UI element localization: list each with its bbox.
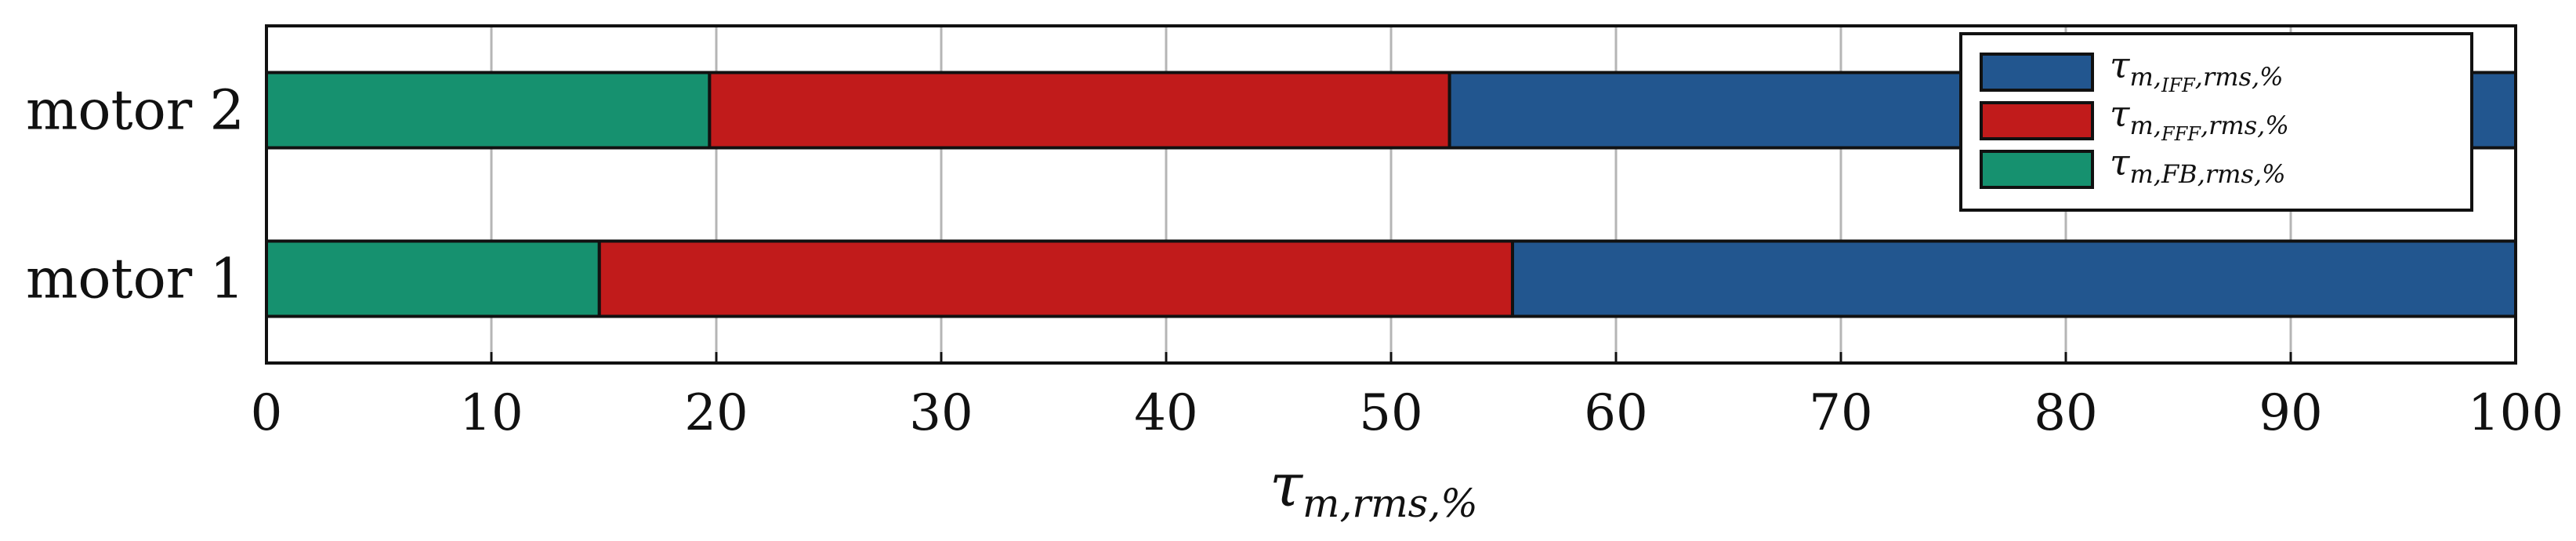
- x-tick-label: 70: [1809, 384, 1872, 442]
- legend: τm,IFF,rms,%τm,FFF,rms,%τm,FB,rms,%: [1959, 32, 2473, 212]
- x-tick-label: 0: [251, 384, 283, 442]
- legend-subscript-tail: ,rms,%: [2201, 111, 2289, 140]
- x-tick-label: 60: [1584, 384, 1647, 442]
- legend-symbol: τ: [2110, 93, 2131, 135]
- x-tick-label: 30: [909, 384, 973, 442]
- legend-subscript: m,: [2129, 111, 2161, 140]
- bar-segment: [265, 239, 601, 318]
- x-axis-label-subscript: m,rms,%: [1302, 481, 1478, 526]
- x-tick-label: 100: [2468, 384, 2563, 442]
- x-axis-ticks: 0 10 20 30 40 50 60 70 80 90 100: [251, 352, 2563, 442]
- legend-subsubscript: IFF: [2161, 74, 2196, 96]
- legend-swatch: [1980, 101, 2094, 140]
- legend-symbol: τ: [2110, 141, 2131, 183]
- category-label: motor 2: [26, 78, 245, 143]
- legend-symbol: τ: [2110, 44, 2131, 86]
- legend-subscript: m,: [2129, 62, 2161, 92]
- bar-segment: [597, 239, 1514, 318]
- bar-segment: [1510, 239, 2517, 318]
- x-tick-label: 50: [1359, 384, 1422, 442]
- legend-swatch: [1980, 150, 2094, 189]
- x-axis-label-symbol: τ: [1270, 450, 1304, 520]
- legend-swatch: [1980, 53, 2094, 92]
- x-tick-label: 90: [2259, 384, 2322, 442]
- legend-entry-label: τm,FB,rms,%: [2110, 141, 2286, 189]
- category-label: motor 1: [26, 247, 245, 311]
- x-tick-label: 80: [2034, 384, 2097, 442]
- x-axis-label: τm,rms,%: [1270, 450, 1478, 526]
- legend-subscript: m,FB,rms,%: [2129, 159, 2285, 189]
- x-tick-label: 10: [459, 384, 523, 442]
- bar-segment: [708, 71, 1451, 150]
- x-tick-label: 20: [684, 384, 748, 442]
- x-tick-label: 40: [1134, 384, 1197, 442]
- category-labels: motor 1 motor 2: [26, 78, 245, 311]
- legend-subsubscript: FFF: [2161, 123, 2201, 145]
- legend-entry-label: τm,IFF,rms,%: [2110, 44, 2284, 96]
- bar-segment: [265, 71, 712, 150]
- legend-entry-label: τm,FFF,rms,%: [2110, 93, 2289, 145]
- legend-subscript-tail: ,rms,%: [2195, 62, 2284, 92]
